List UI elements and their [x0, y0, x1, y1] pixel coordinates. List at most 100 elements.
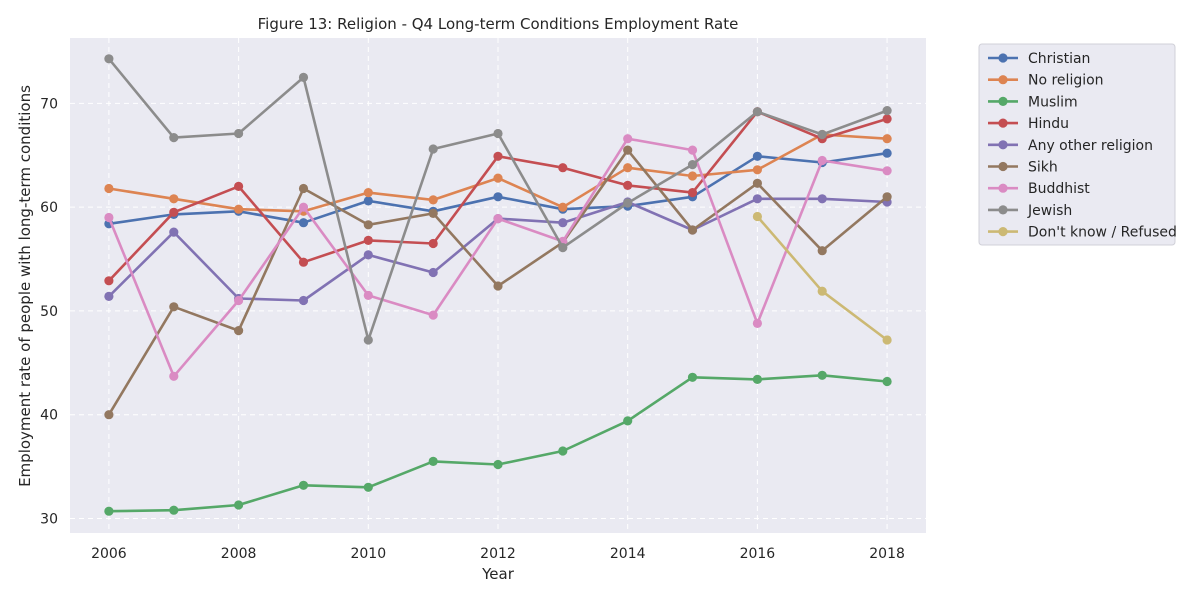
data-point-buddhist	[104, 212, 114, 223]
data-point-buddhist	[493, 214, 503, 224]
data-point-jewish	[104, 54, 114, 64]
data-point-buddhist	[623, 134, 633, 144]
data-point-jewish	[428, 144, 438, 154]
legend-entry-hindu: Hindu	[988, 116, 1069, 132]
legend-label: Christian	[1028, 51, 1090, 67]
data-point-sikh	[623, 145, 633, 155]
legend-label: Don't know / Refused	[1028, 225, 1177, 241]
legend-label: Jewish	[1027, 203, 1072, 219]
data-point-christian	[752, 151, 763, 161]
data-point-no-religion	[882, 134, 892, 144]
legend: Christian No religion Muslim Hindu Any other…	[978, 43, 1177, 246]
y-tick-label: 30	[40, 511, 58, 527]
data-point-no-religion	[623, 163, 633, 173]
legend-entry-no-religion: No religion	[988, 73, 1104, 89]
data-point-no-religion	[558, 202, 568, 212]
data-point-hindu	[558, 163, 568, 173]
data-point-jewish	[558, 243, 568, 253]
data-point-jewish	[817, 129, 827, 140]
data-point-sikh	[234, 326, 244, 336]
legend-marker	[998, 75, 1008, 85]
data-point-christian	[882, 148, 892, 158]
y-tick-label: 70	[40, 96, 58, 112]
data-point-sikh	[817, 246, 827, 256]
data-point-muslim	[169, 505, 179, 515]
data-point-buddhist	[298, 202, 309, 212]
data-point-hindu	[104, 276, 114, 286]
data-point-muslim	[817, 370, 827, 380]
legend-entry-sikh: Sikh	[988, 160, 1058, 176]
legend-box	[978, 43, 1176, 246]
data-point-hindu	[882, 114, 892, 124]
data-point-hindu	[623, 180, 633, 190]
legend-entry-any-other-religion: Any other religion	[988, 138, 1153, 154]
legend-marker	[998, 96, 1008, 106]
data-point-christian	[493, 192, 503, 202]
legend-entry-christian: Christian	[988, 51, 1090, 67]
data-point-don-t-know-refused	[817, 286, 827, 296]
data-point-buddhist	[882, 166, 892, 176]
data-point-any-other-religion	[752, 194, 763, 204]
legend-label: No religion	[1028, 73, 1104, 89]
data-point-jewish	[493, 128, 503, 139]
series-buddhist	[104, 134, 892, 381]
legend-marker	[998, 227, 1008, 237]
data-point-no-religion	[169, 194, 179, 204]
data-point-muslim	[234, 500, 244, 510]
data-point-jewish	[234, 128, 244, 139]
data-point-any-other-religion	[817, 194, 827, 204]
legend-entry-don-t-know-refused: Don't know / Refused	[988, 225, 1177, 241]
data-point-buddhist	[234, 295, 244, 306]
data-point-muslim	[687, 372, 698, 382]
data-point-no-religion	[752, 165, 763, 175]
data-point-jewish	[687, 160, 698, 170]
data-point-hindu	[234, 181, 244, 191]
data-point-buddhist	[169, 371, 179, 381]
data-point-any-other-religion	[298, 295, 309, 306]
data-point-christian	[298, 218, 309, 228]
x-tick-label: 2006	[91, 546, 127, 562]
data-point-hindu	[687, 188, 698, 198]
legend-label: Muslim	[1028, 94, 1078, 110]
x-tick-label: 2010	[350, 546, 386, 562]
series-layer	[104, 54, 892, 516]
data-point-muslim	[752, 374, 763, 384]
data-point-buddhist	[428, 310, 438, 320]
legend-marker	[998, 118, 1008, 128]
x-tick-label: 2018	[869, 546, 905, 562]
data-point-muslim	[428, 456, 438, 466]
data-point-hindu	[298, 257, 309, 267]
data-point-jewish	[169, 133, 179, 143]
data-point-no-religion	[363, 188, 373, 198]
data-point-any-other-religion	[428, 267, 438, 278]
data-point-jewish	[363, 335, 373, 345]
legend-marker	[998, 161, 1008, 172]
legend-label: Sikh	[1028, 160, 1058, 176]
series-sikh	[104, 145, 892, 420]
data-point-no-religion	[104, 183, 114, 194]
data-point-sikh	[104, 410, 114, 420]
series-jewish	[104, 54, 892, 345]
y-tick-label: 50	[40, 304, 58, 320]
y-tick-label: 40	[40, 408, 58, 424]
x-tick-label: 2016	[740, 546, 776, 562]
data-point-jewish	[623, 198, 633, 208]
data-point-any-other-religion	[363, 250, 373, 260]
data-point-buddhist	[363, 290, 373, 300]
data-point-muslim	[298, 480, 309, 490]
legend-label: Hindu	[1028, 116, 1069, 132]
series-don-t-know-refused	[752, 211, 892, 345]
legend-entry-buddhist: Buddhist	[988, 181, 1090, 197]
data-point-muslim	[623, 416, 633, 426]
data-point-sikh	[298, 183, 309, 194]
legend-marker	[998, 53, 1008, 63]
legend-entry-muslim: Muslim	[988, 94, 1078, 110]
data-point-buddhist	[752, 318, 763, 328]
legend-label: Buddhist	[1028, 181, 1090, 197]
data-point-jewish	[298, 72, 309, 82]
legend-marker	[998, 140, 1008, 150]
data-point-don-t-know-refused	[752, 211, 763, 222]
data-point-hindu	[363, 235, 373, 245]
data-point-any-other-religion	[104, 291, 114, 301]
